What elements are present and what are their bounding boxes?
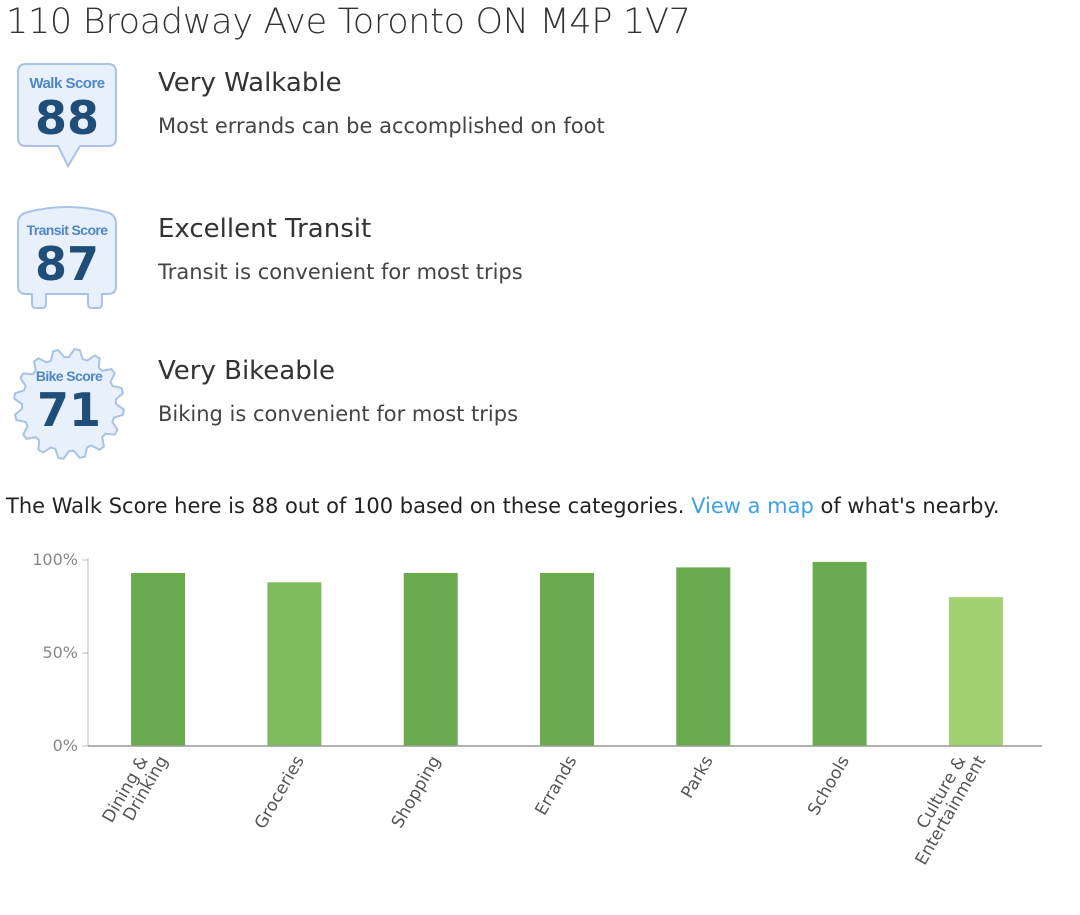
category-bar-chart: 0% 50% 100% Dining &Drinking Groceries Shoppi…	[0, 540, 1080, 915]
category-label-line: Parks	[678, 752, 718, 802]
category-label-line: Groceries	[251, 752, 309, 832]
walk-score-badge[interactable]: Walk Score 88	[12, 58, 128, 174]
bike-score-title: Very Bikeable	[158, 356, 335, 386]
transit-badge-shape	[17, 206, 117, 309]
bar	[403, 573, 458, 746]
transit-score-title: Excellent Transit	[158, 214, 372, 244]
category-label: Parks	[678, 752, 718, 802]
category-label: Errands	[531, 752, 581, 819]
chart-svg: 0% 50% 100% Dining &Drinking Groceries Shoppi…	[32, 550, 1042, 869]
category-label-line: Schools	[804, 752, 854, 819]
walk-score-row: Walk Score 88 Very Walkable Most errands…	[0, 58, 1080, 178]
bike-score-row: Bike Score 71 Very Bikeable Biking is co…	[0, 346, 1080, 466]
walk-badge-label: Walk Score	[29, 75, 104, 92]
y-tick-label: 0%	[53, 736, 78, 755]
walk-score-title: Very Walkable	[158, 68, 342, 98]
transit-badge-label: Transit Score	[27, 222, 109, 238]
y-tick-label: 100%	[32, 550, 78, 569]
bar	[540, 573, 594, 746]
category-label: Schools	[804, 752, 854, 819]
category-label: Shopping	[388, 753, 445, 832]
walk-score-summary: The Walk Score here is 88 out of 100 bas…	[6, 494, 1000, 518]
walk-score-description: Most errands can be accomplished on foot	[158, 114, 605, 138]
bike-badge-shape	[13, 348, 125, 460]
transit-score-row: Transit Score 87 Excellent Transit Trans…	[0, 204, 1080, 324]
address-title: 110 Broadway Ave Toronto ON M4P 1V7	[6, 2, 691, 42]
transit-badge-value: 87	[35, 237, 99, 291]
category-label-line: Shopping	[388, 753, 445, 832]
bike-badge-value: 71	[37, 383, 101, 437]
bar	[131, 573, 186, 746]
bike-score-description: Biking is convenient for most trips	[158, 402, 519, 426]
category-label: Groceries	[251, 752, 309, 832]
walk-badge-value: 88	[35, 91, 99, 145]
bike-badge-label: Bike Score	[36, 368, 103, 384]
category-label: Dining &Drinking	[99, 744, 173, 835]
bike-score-badge[interactable]: Bike Score 71	[12, 346, 128, 462]
bar	[676, 567, 731, 746]
summary-prefix: The Walk Score here is 88 out of 100 bas…	[6, 494, 692, 518]
walk-badge-shape	[17, 63, 117, 169]
summary-suffix: of what's nearby.	[813, 494, 1000, 518]
transit-score-badge[interactable]: Transit Score 87	[12, 204, 128, 320]
bar	[812, 561, 867, 746]
transit-score-description: Transit is convenient for most trips	[158, 260, 523, 284]
category-label: Culture &Entertainment	[897, 744, 991, 869]
view-map-link[interactable]: View a map	[691, 494, 814, 518]
y-tick-label: 50%	[42, 643, 78, 662]
bar	[267, 582, 322, 746]
category-label-line: Errands	[531, 752, 581, 819]
bar	[948, 597, 1003, 746]
